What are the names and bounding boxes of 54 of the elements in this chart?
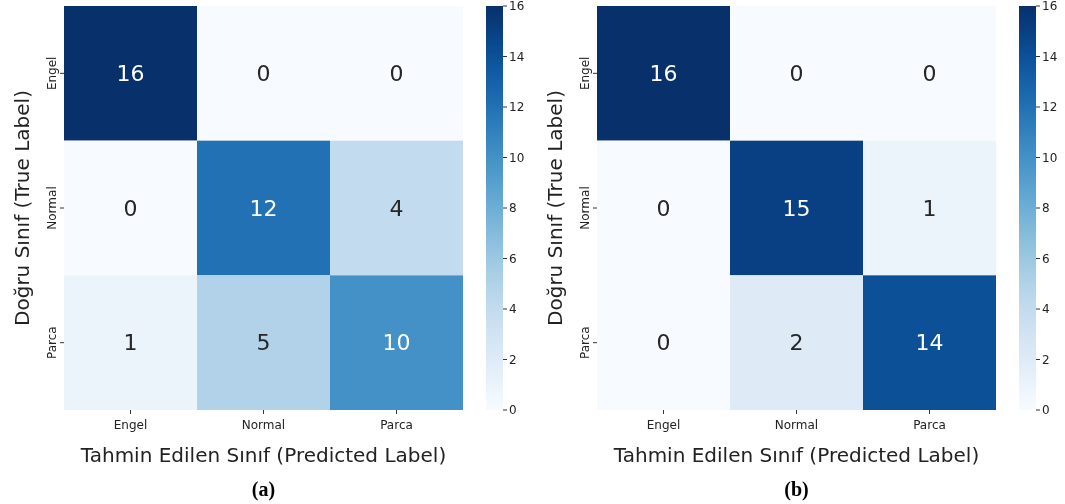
color-bar-label: 4 [1042, 302, 1050, 317]
color-bar-label: 10 [509, 150, 525, 165]
x-tick-label: Parca [380, 418, 413, 432]
color-bar-label: 12 [509, 100, 525, 115]
y-tick-label: Parca [45, 326, 59, 359]
color-bar-label: 4 [509, 302, 517, 317]
data-label: 12 [249, 195, 278, 221]
data-label: 0 [389, 61, 404, 87]
data-label: 1 [123, 330, 138, 356]
data-label: 10 [382, 330, 411, 356]
y-axis-title: Doğru Sınıf (True Label) [10, 90, 34, 326]
color-bar-label: 0 [1042, 403, 1050, 418]
data-label: 0 [789, 61, 804, 87]
data-label: 0 [656, 330, 671, 356]
y-axis-title: Doğru Sınıf (True Label) [543, 90, 567, 326]
color-bar-label: 6 [1042, 251, 1050, 266]
data-label: 14 [915, 330, 944, 356]
data-label: 15 [782, 195, 811, 221]
color-bar-label: 2 [1042, 352, 1050, 367]
color-bar-label: 12 [1042, 100, 1058, 115]
data-label: 0 [656, 195, 671, 221]
x-tick-label: Normal [774, 418, 819, 432]
data-label: 0 [256, 61, 271, 87]
color-bar-label: 8 [509, 201, 517, 216]
y-tick-label: Engel [45, 56, 59, 91]
color-bar-label: 14 [509, 49, 525, 64]
text: (b) [784, 478, 809, 501]
data-label: 0 [123, 195, 138, 221]
data-label: 16 [116, 61, 145, 87]
color-bar-label: 10 [1042, 150, 1058, 165]
x-tick-label: Engel [646, 418, 681, 432]
data-label: 4 [389, 195, 404, 221]
color-bar-label: 14 [1042, 49, 1058, 64]
data-label: 5 [256, 330, 271, 356]
color-bar-label: 0 [509, 403, 517, 418]
color-bar-label: 2 [509, 352, 517, 367]
y-tick-label: Engel [578, 56, 592, 91]
x-tick-label: Engel [113, 418, 148, 432]
color-bar-label: 16 [1042, 0, 1058, 14]
data-label: 1 [922, 195, 937, 221]
x-tick-label: Parca [913, 418, 946, 432]
data-label: 16 [649, 61, 678, 87]
x-axis-title: Tahmin Edilen Sınıf (Predicted Label) [79, 443, 447, 467]
data-label: 0 [922, 61, 937, 87]
color-bar-label: 16 [509, 0, 525, 14]
y-tick-label: Parca [578, 326, 592, 359]
color-bar-label: 8 [1042, 201, 1050, 216]
y-tick-label: Normal [45, 186, 59, 230]
y-tick-label: Normal [578, 186, 592, 230]
x-tick-label: Normal [241, 418, 286, 432]
color-bar-label: 6 [509, 251, 517, 266]
text: (a) [251, 478, 276, 501]
x-axis-title: Tahmin Edilen Sınıf (Predicted Label) [612, 443, 980, 467]
data-label: 2 [789, 330, 804, 356]
